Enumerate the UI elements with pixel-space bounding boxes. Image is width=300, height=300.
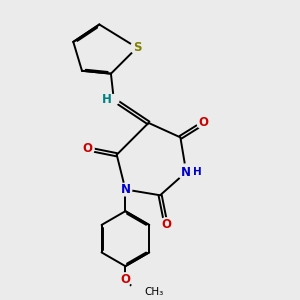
Text: O: O xyxy=(83,142,93,155)
Text: O: O xyxy=(120,273,130,286)
Text: H: H xyxy=(193,167,202,177)
Text: S: S xyxy=(133,41,141,54)
Circle shape xyxy=(130,41,143,54)
Circle shape xyxy=(81,142,94,155)
Circle shape xyxy=(160,218,172,231)
Text: N: N xyxy=(181,166,191,178)
Text: N: N xyxy=(120,183,130,196)
Text: O: O xyxy=(161,218,171,231)
Text: H: H xyxy=(102,93,112,106)
Circle shape xyxy=(109,94,119,105)
Circle shape xyxy=(119,273,132,286)
Circle shape xyxy=(130,282,150,300)
Circle shape xyxy=(178,164,194,180)
Circle shape xyxy=(119,183,132,196)
Text: O: O xyxy=(199,116,208,129)
Circle shape xyxy=(197,116,210,129)
Text: CH₃: CH₃ xyxy=(144,287,164,297)
